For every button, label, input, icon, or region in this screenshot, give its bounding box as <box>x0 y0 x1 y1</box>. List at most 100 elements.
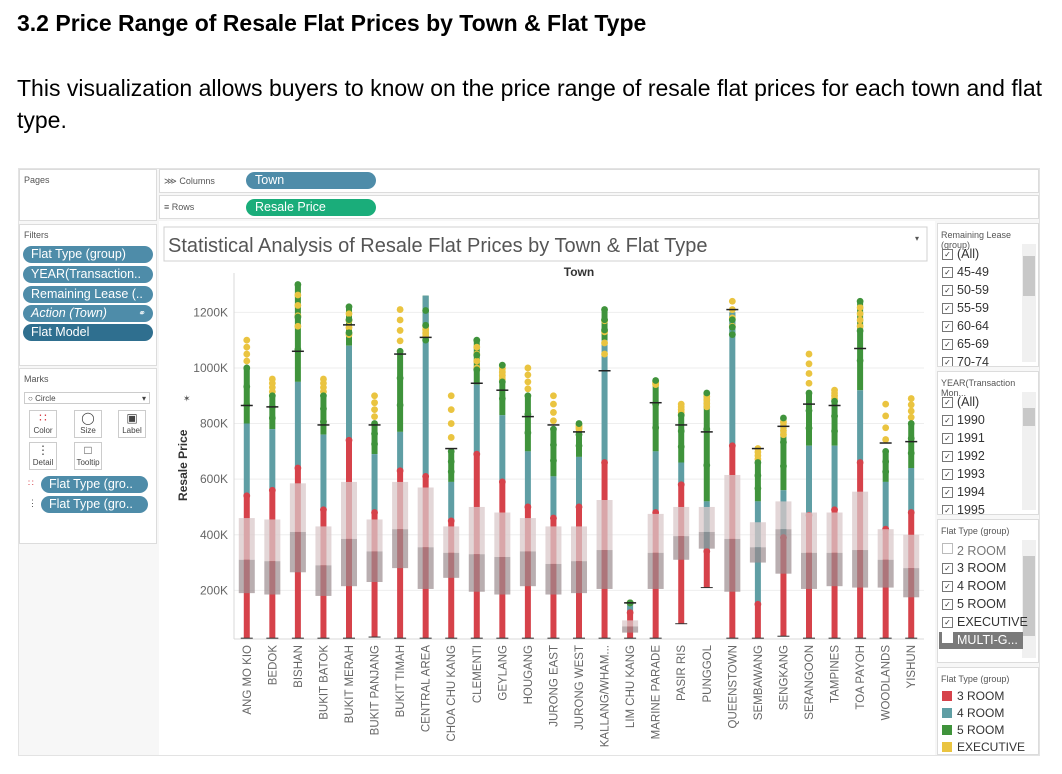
color-button[interactable]: ∷ Color <box>29 410 57 438</box>
x-tick-label: TAMPINES <box>830 645 842 703</box>
lease-filter-scrollbar[interactable] <box>1022 244 1036 362</box>
legend-item[interactable]: EXECUTIVE <box>942 740 1025 754</box>
box-upper <box>724 474 741 539</box>
year-option[interactable]: ✓ 1992 <box>942 449 985 463</box>
point-5-room <box>728 316 736 324</box>
marks-pill-detail[interactable]: Flat Type (gro.. <box>41 496 148 513</box>
marks-card: Marks ○ Circle ▾ ∷ Color ◯ Size ▣ Label ⋮ De… <box>19 368 157 544</box>
lease-option[interactable]: ✓ 55-59 <box>942 301 989 315</box>
detail-marks-icon: ⋮ <box>28 498 37 508</box>
lease-option-label: 60-64 <box>957 319 989 333</box>
filter-remaining-lease[interactable]: Remaining Lease (.. <box>23 286 153 303</box>
filter-action-town[interactable]: Action (Town) ⚭ <box>23 305 153 322</box>
town-column: KALLANG/WHAM... <box>596 306 613 747</box>
columns-shelf[interactable]: ⋙ Columns Town <box>159 169 1039 193</box>
pages-card: Pages <box>19 169 157 221</box>
filter-year[interactable]: YEAR(Transaction.. <box>23 266 153 283</box>
year-option[interactable]: ✓ 1994 <box>942 485 985 499</box>
color-marks-icon: ∷ <box>28 478 34 488</box>
lease-option-label: 65-69 <box>957 337 989 351</box>
point-5-room <box>728 331 736 338</box>
legend-item[interactable]: 3 ROOM <box>942 689 1004 703</box>
filter-flat-model[interactable]: Flat Model <box>23 324 153 341</box>
year-filter-thumb[interactable] <box>1023 408 1035 426</box>
year-option-label: 1995 <box>957 503 985 514</box>
point-3-room <box>320 506 327 514</box>
checkbox-empty-icon <box>942 543 953 554</box>
year-option[interactable]: ✓ 1993 <box>942 467 985 481</box>
lease-option[interactable]: ✓ (All) <box>942 247 979 261</box>
size-icon: ◯ <box>81 411 95 425</box>
lease-option[interactable]: ✓ 45-49 <box>942 265 989 279</box>
box-lower <box>647 552 664 589</box>
columns-pill-town[interactable]: Town <box>246 172 376 189</box>
lease-option[interactable]: ✓ 65-69 <box>942 337 989 351</box>
rows-shelf[interactable]: ≡ Rows Resale Price <box>159 195 1039 219</box>
flat-type-filter-thumb[interactable] <box>1023 556 1035 636</box>
year-option[interactable]: ✓ 1991 <box>942 431 985 445</box>
legend-title: Flat Type (group) <box>941 674 1010 684</box>
year-option[interactable]: ✓ (All) <box>942 395 979 409</box>
detail-button[interactable]: ⋮ Detail <box>29 442 57 470</box>
point-3-room <box>473 450 481 458</box>
point-5-room <box>805 424 813 432</box>
legend-item[interactable]: 4 ROOM <box>942 706 1004 720</box>
point-5-room <box>294 281 302 288</box>
point-5-room <box>856 357 864 364</box>
point-5-room <box>754 459 762 466</box>
lease-filter-thumb[interactable] <box>1023 256 1035 296</box>
filter-flat-type[interactable]: Flat Type (group) <box>23 246 153 263</box>
point-3-room <box>626 609 634 616</box>
chart-svg[interactable]: Statistical Analysis of Resale Flat Pric… <box>159 221 935 755</box>
point-5-room <box>524 392 532 400</box>
tooltip-button[interactable]: □ Tooltip <box>74 442 102 470</box>
year-option-label: 1992 <box>957 449 985 463</box>
flat-type-option-label: 2 ROOM <box>957 544 1007 558</box>
box-upper <box>826 512 843 553</box>
rows-label: Rows <box>171 202 195 212</box>
box-lower <box>238 559 255 594</box>
point-3-room <box>677 481 685 489</box>
columns-icon: ⋙ <box>164 176 177 186</box>
year-option[interactable]: ✓ 1995 <box>942 503 985 514</box>
x-tick-label: BUKIT PANJANG <box>370 645 382 735</box>
y-tick-label: 200K <box>200 583 228 597</box>
legend-item[interactable]: 5 ROOM <box>942 723 1004 737</box>
point-5-room <box>447 458 455 465</box>
checkbox-icon: ✓ <box>942 469 953 480</box>
flat-type-option-executive[interactable]: ✓ EXECUTIVE <box>942 615 1028 629</box>
point-executive <box>447 434 455 441</box>
flat-type-option-5-room[interactable]: ✓ 5 ROOM <box>942 597 1006 611</box>
flat-type-option-multi-gen[interactable]: MULTI-G... <box>939 632 1023 649</box>
year-option[interactable]: ✓ 1990 <box>942 413 985 427</box>
point-5-room <box>371 440 378 448</box>
flat-type-filter-scrollbar[interactable] <box>1022 540 1036 658</box>
flat-type-option-2-room[interactable]: 2 ROOM <box>942 543 1006 558</box>
town-column: LIM CHU KANG <box>622 599 639 728</box>
rows-pill-resale-price[interactable]: Resale Price <box>246 199 376 216</box>
town-column: ANG MO KIO <box>238 336 255 715</box>
label-icon: ▣ <box>126 411 138 425</box>
point-executive <box>243 357 251 365</box>
box-upper <box>622 620 639 627</box>
x-tick-label: JURONG WEST <box>574 645 586 730</box>
town-column: PUNGGOL <box>698 389 715 703</box>
lease-option[interactable]: ✓ 70-74 <box>942 355 989 366</box>
point-3-room <box>550 514 557 522</box>
mark-type-dropdown[interactable]: ○ Circle ▾ <box>24 392 150 404</box>
x-tick-label: LIM CHU KANG <box>625 645 637 728</box>
year-option-label: 1994 <box>957 485 985 499</box>
year-filter-scrollbar[interactable] <box>1022 392 1036 510</box>
lease-option[interactable]: ✓ 60-64 <box>942 319 989 333</box>
box-upper <box>801 512 817 553</box>
point-executive <box>524 385 532 393</box>
filter-action-town-label: Action (Town) <box>31 306 107 320</box>
lease-option[interactable]: ✓ 50-59 <box>942 283 989 297</box>
tableau-worksheet: Pages ⋙ Columns Town ≡ Rows Resale Price… <box>18 168 1040 756</box>
marks-pill-color[interactable]: Flat Type (gro.. <box>41 476 148 493</box>
label-button[interactable]: ▣ Label <box>118 410 146 438</box>
flat-type-option-4-room[interactable]: ✓ 4 ROOM <box>942 579 1006 593</box>
lease-filter-card: Remaining Lease (group) ✓ (All) ✓ 45-49 ✓ 5… <box>937 223 1039 367</box>
size-button[interactable]: ◯ Size <box>74 410 102 438</box>
flat-type-option-3-room[interactable]: ✓ 3 ROOM <box>942 561 1006 575</box>
